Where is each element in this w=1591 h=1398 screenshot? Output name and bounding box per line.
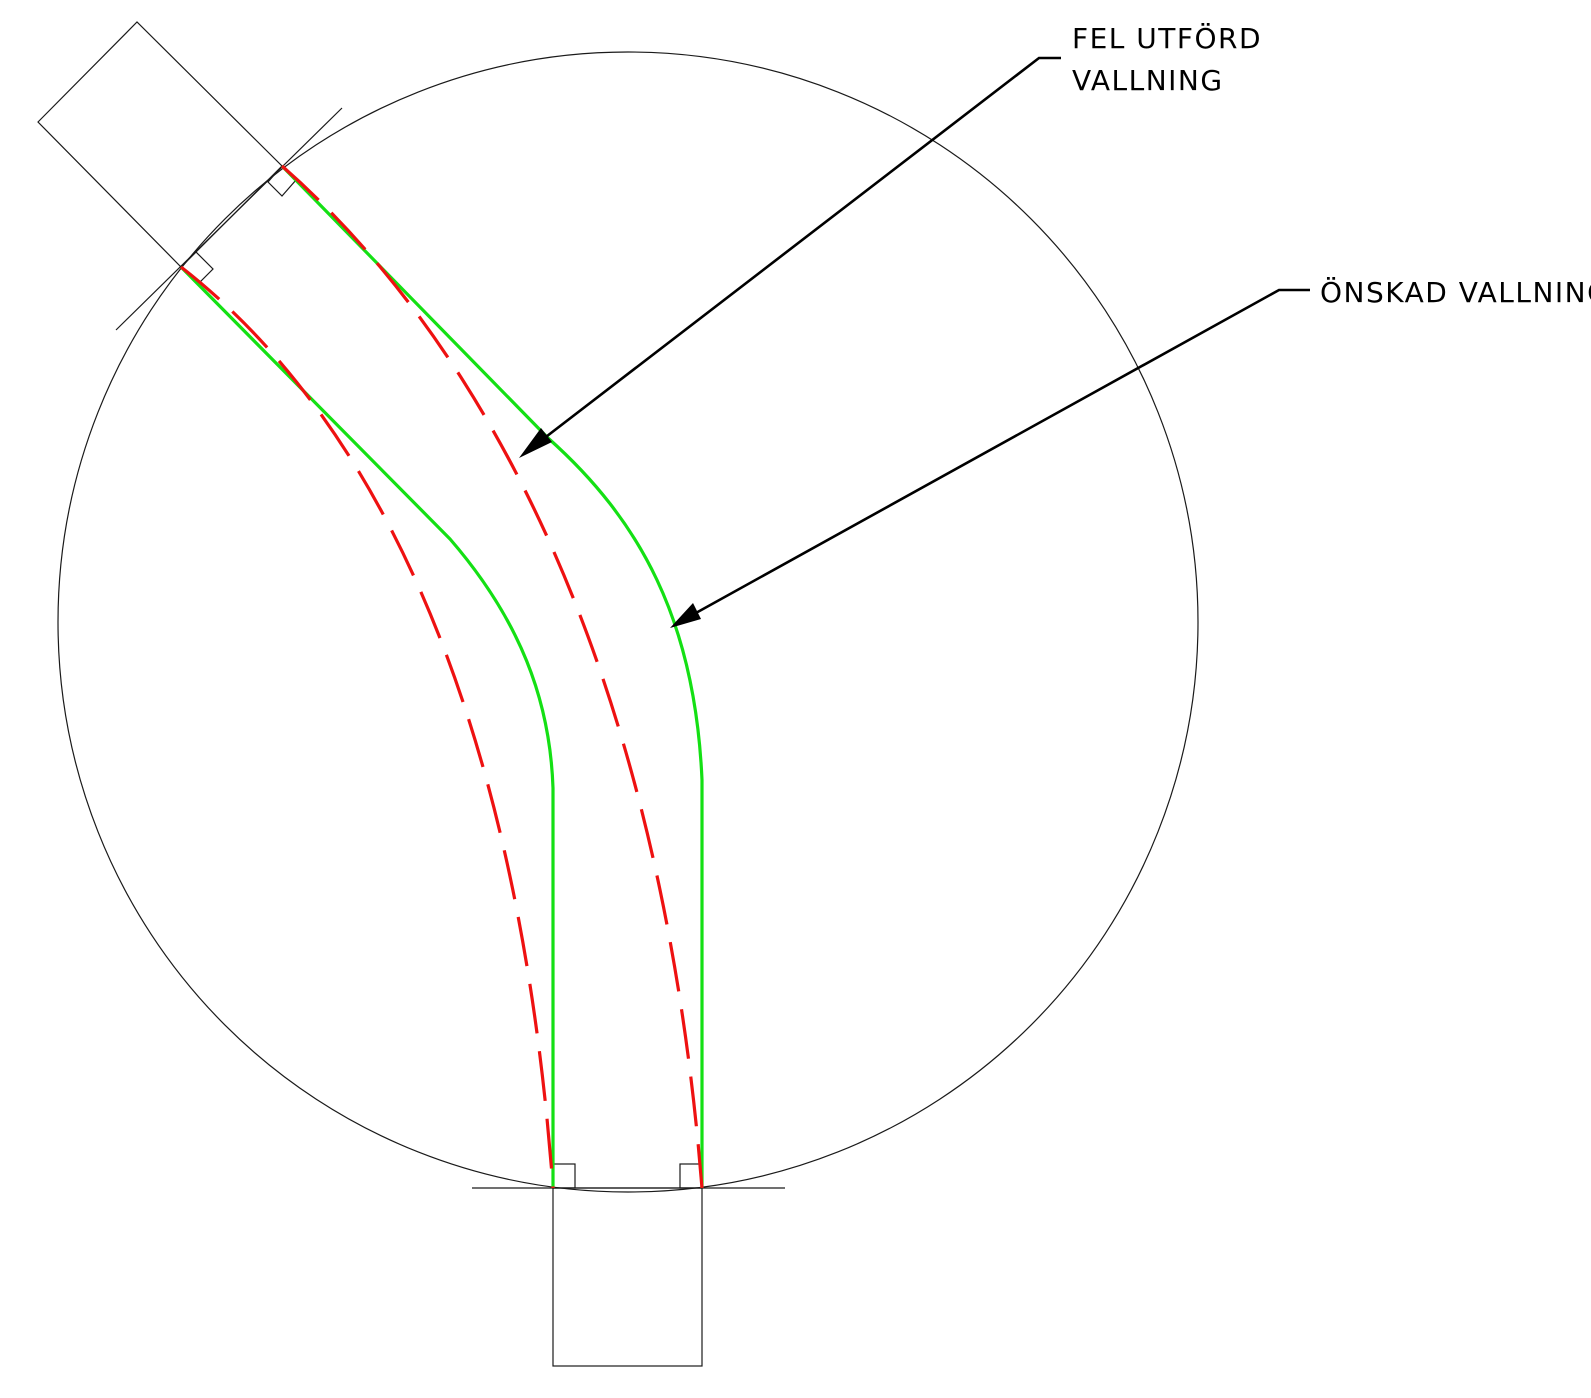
- wrong-path-outer: [280, 164, 704, 1189]
- desired-leader-arrowhead: [670, 603, 701, 628]
- desired-leader-line: [675, 288, 1310, 626]
- bottom-block: [552, 1187, 703, 1367]
- top-tangent-line: [115, 107, 343, 331]
- desired-label: ÖNSKAD VALLNING: [1320, 275, 1591, 309]
- wrong-leader-arrowhead: [519, 428, 552, 458]
- desired-path-outer: [280, 164, 704, 1188]
- wrong-path-inner: [180, 265, 555, 1189]
- top-left-block: [37, 21, 283, 268]
- reference-circle: [57, 51, 1199, 1193]
- bottom-left-right-angle-marker: [552, 1163, 576, 1189]
- wrong-label-line2: VALLNING: [1072, 64, 1224, 97]
- desired-path-inner: [179, 265, 555, 1188]
- wrong-label-line1: FEL UTFÖRD: [1072, 21, 1262, 55]
- wrong-leader-line: [524, 56, 1061, 455]
- top-right-angle-marker-outer: [267, 165, 297, 197]
